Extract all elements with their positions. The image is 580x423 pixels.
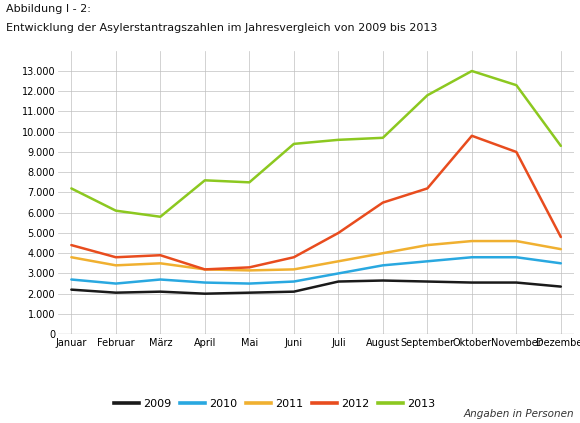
2010 [246,281,253,286]
2010 [157,277,164,282]
2012 [113,255,119,260]
2011 [557,247,564,252]
2009 [157,289,164,294]
2013 [379,135,386,140]
2009 [201,291,208,296]
Text: Angaben in Personen: Angaben in Personen [463,409,574,419]
Line: 2013: 2013 [71,71,561,217]
2009 [113,290,119,295]
2010 [379,263,386,268]
2013 [335,137,342,143]
2012 [246,265,253,270]
2011 [469,239,476,244]
2013 [246,180,253,185]
Text: Abbildung I - 2:: Abbildung I - 2: [6,4,90,14]
2013 [424,93,431,98]
2013 [157,214,164,219]
2011 [157,261,164,266]
2012 [335,231,342,236]
2012 [291,255,298,260]
2013 [68,186,75,191]
2012 [424,186,431,191]
2012 [513,149,520,154]
2010 [513,255,520,260]
2009 [246,290,253,295]
2011 [513,239,520,244]
2011 [379,251,386,256]
2011 [246,268,253,273]
2013 [291,141,298,146]
2009 [379,278,386,283]
2009 [68,287,75,292]
Line: 2012: 2012 [71,136,561,269]
2010 [113,281,119,286]
2013 [469,69,476,74]
2010 [291,279,298,284]
2009 [424,279,431,284]
2010 [424,259,431,264]
Line: 2011: 2011 [71,241,561,270]
2009 [557,284,564,289]
2010 [557,261,564,266]
2011 [68,255,75,260]
2011 [291,267,298,272]
2011 [335,259,342,264]
Line: 2009: 2009 [71,280,561,294]
Line: 2010: 2010 [71,257,561,283]
2012 [557,234,564,239]
2013 [201,178,208,183]
2012 [68,242,75,247]
2012 [201,267,208,272]
Legend: 2009, 2010, 2011, 2012, 2013: 2009, 2010, 2011, 2012, 2013 [110,395,440,414]
2013 [113,208,119,213]
2013 [513,82,520,88]
2013 [557,143,564,148]
2012 [469,133,476,138]
2009 [335,279,342,284]
2009 [469,280,476,285]
2010 [68,277,75,282]
2009 [291,289,298,294]
2011 [113,263,119,268]
2012 [379,200,386,205]
2011 [201,267,208,272]
Text: Entwicklung der Asylerstantragszahlen im Jahresvergleich von 2009 bis 2013: Entwicklung der Asylerstantragszahlen im… [6,23,437,33]
2010 [469,255,476,260]
2009 [513,280,520,285]
2010 [201,280,208,285]
2010 [335,271,342,276]
2012 [157,253,164,258]
2011 [424,242,431,247]
